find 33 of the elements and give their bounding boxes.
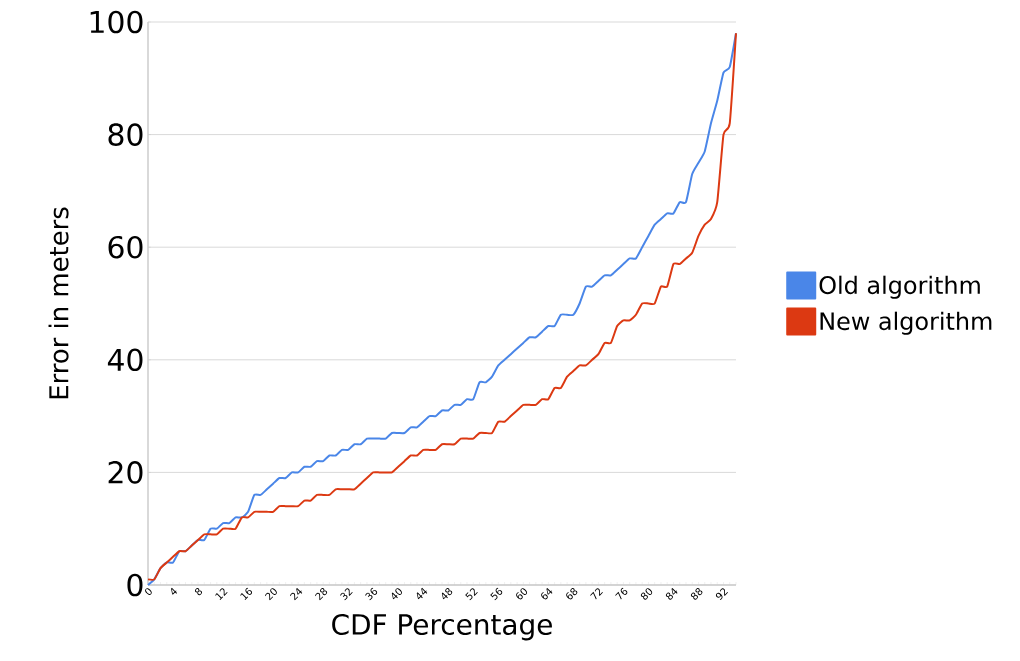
y-tick-label: 80 [108,123,143,146]
x-tick-label: 20 [265,588,277,601]
x-tick-label: 0 [145,588,152,595]
x-tick-label: 52 [465,588,478,601]
x-tick-label: 60 [516,588,528,600]
x-tick-label: 32 [340,588,353,601]
x-tick-label: 56 [490,587,503,601]
x-tick-label: 48 [441,588,453,600]
x-tick-label: 76 [615,587,628,600]
legend-label: Old algorithm [819,275,980,299]
y-tick-label: 40 [107,348,143,372]
x-tick-label: 80 [640,588,653,600]
x-tick-label: 68 [566,588,578,600]
x-tick-label: 40 [391,588,402,600]
x-tick-label: 64 [541,587,553,600]
y-tick-label: 100 [90,10,143,34]
x-tick-label: 84 [665,587,678,600]
y-tick-label: 20 [108,461,143,484]
x-tick-label: 92 [715,588,729,601]
x-tick-label: 16 [240,587,253,601]
x-tick-label: 88 [690,588,703,600]
x-tick-label: 12 [215,588,228,601]
x-tick-label: 24 [290,587,303,601]
x-tick-label: 36 [365,587,378,601]
x-tick-label: 4 [171,587,178,595]
y-axis-title: Error in meters [48,207,69,399]
x-tick-label: 72 [590,588,603,600]
legend-label: New algorithm [820,311,992,335]
x-tick-label: 8 [194,588,203,596]
x-tick-label: 44 [416,587,428,600]
x-axis-title: CDF Percentage [332,613,552,641]
x-tick-label: 28 [315,588,328,601]
y-tick-label: 60 [108,235,143,259]
